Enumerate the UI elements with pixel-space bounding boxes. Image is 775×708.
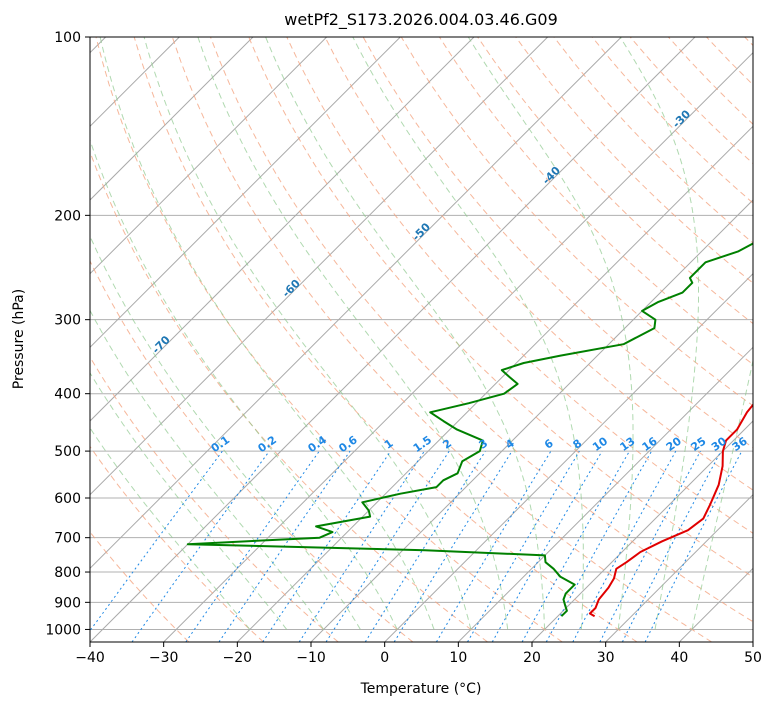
dry-adiabat-line xyxy=(286,37,753,534)
moist-adiabat-line xyxy=(90,235,361,630)
x-axis-label: Temperature (°C) xyxy=(360,681,482,697)
x-tick-label: 50 xyxy=(744,650,762,666)
y-tick-label: 1000 xyxy=(45,622,81,638)
x-tick-label: −20 xyxy=(223,650,253,666)
y-tick-label: 800 xyxy=(54,565,81,581)
isotherm-line xyxy=(90,37,328,275)
dry-adiabat-line xyxy=(95,37,563,642)
moist-adiabat-line xyxy=(99,37,435,630)
mixing-ratio-line xyxy=(90,450,223,632)
moist-adiabat-line xyxy=(619,37,699,630)
mixing-ratio-line xyxy=(545,450,653,642)
y-axis-label: Pressure (hPa) xyxy=(11,289,27,389)
temperature-profile-line xyxy=(588,403,753,618)
sounding-profiles xyxy=(186,242,753,618)
dry-adiabat-line xyxy=(90,445,264,642)
moist-adiabat-line xyxy=(90,427,251,630)
mixing-ratio-line xyxy=(393,450,513,642)
y-tick-label: 200 xyxy=(54,208,81,224)
moist-adiabat-line xyxy=(90,371,288,630)
moist-adiabat-line xyxy=(265,37,546,630)
mixing-ratio-line xyxy=(521,450,630,642)
x-tick-label: 0 xyxy=(380,650,389,666)
mixing-ratio-line xyxy=(325,450,450,642)
isotherm-line xyxy=(90,37,622,570)
y-tick-label: 400 xyxy=(54,387,81,403)
axes: −40 −30 −20 −10 0 10 20 30 40 50 100 200 300 400 500 60… xyxy=(45,30,762,666)
mixing-ratio-line xyxy=(185,450,320,642)
y-tick-label: 100 xyxy=(54,30,81,46)
isotherm-line xyxy=(90,37,254,201)
y-tick-label: 300 xyxy=(54,313,81,329)
plot-frame xyxy=(89,36,754,643)
moist-adiabat-line xyxy=(691,358,753,630)
isotherm-line xyxy=(90,37,475,422)
isotherm-line xyxy=(384,272,753,642)
x-tick-label: 20 xyxy=(523,650,541,666)
dry-adiabat-line xyxy=(248,37,753,578)
moist-adiabat-line xyxy=(352,37,584,630)
mixing-ratio-line xyxy=(491,450,603,642)
moist-adiabat-line xyxy=(143,37,472,630)
chart-title: wetPf2_S173.2026.004.03.46.G09 xyxy=(284,10,558,30)
dry-adiabat-line xyxy=(210,37,753,623)
mixing-ratio-line xyxy=(621,450,722,642)
mixing-ratio-line xyxy=(572,450,677,642)
y-tick-label: 900 xyxy=(54,595,81,611)
x-tick-label: 10 xyxy=(449,650,467,666)
x-tick-label: 40 xyxy=(670,650,688,666)
isotherm-line xyxy=(236,125,753,642)
isotherm-line xyxy=(90,37,401,349)
y-tick-label: 600 xyxy=(54,491,81,507)
x-tick-label: −10 xyxy=(296,650,326,666)
isotherm-line xyxy=(90,37,549,496)
isotherm-line xyxy=(457,346,753,642)
dewpoint-profile-line xyxy=(186,242,753,617)
mixing-ratio-line xyxy=(644,450,743,642)
moist-adiabat-line xyxy=(90,309,324,630)
isotherm-line xyxy=(605,493,753,642)
x-tick-label: 30 xyxy=(597,650,615,666)
moist-adiabat-line xyxy=(90,138,398,630)
mixing-ratio-line xyxy=(131,450,270,642)
x-tick-label: −30 xyxy=(149,650,179,666)
mixing-ratio-line xyxy=(364,450,486,642)
dry-adiabat-line xyxy=(324,37,753,491)
mixing-ratio-line xyxy=(599,450,701,642)
isotherm-line xyxy=(90,37,696,642)
dry-adiabat-line xyxy=(90,259,414,642)
moist-adiabat-line xyxy=(467,37,634,630)
mixing-ratio-line xyxy=(467,450,580,642)
dry-adiabat-line xyxy=(515,37,753,284)
dry-adiabat-line xyxy=(171,37,712,642)
isotherm-line xyxy=(531,420,753,642)
mixing-ratio-line xyxy=(435,450,552,642)
y-tick-label: 700 xyxy=(54,531,81,547)
x-tick-label: −40 xyxy=(75,650,105,666)
y-tick-label: 500 xyxy=(54,444,81,460)
moist-adiabat-line xyxy=(197,37,509,630)
